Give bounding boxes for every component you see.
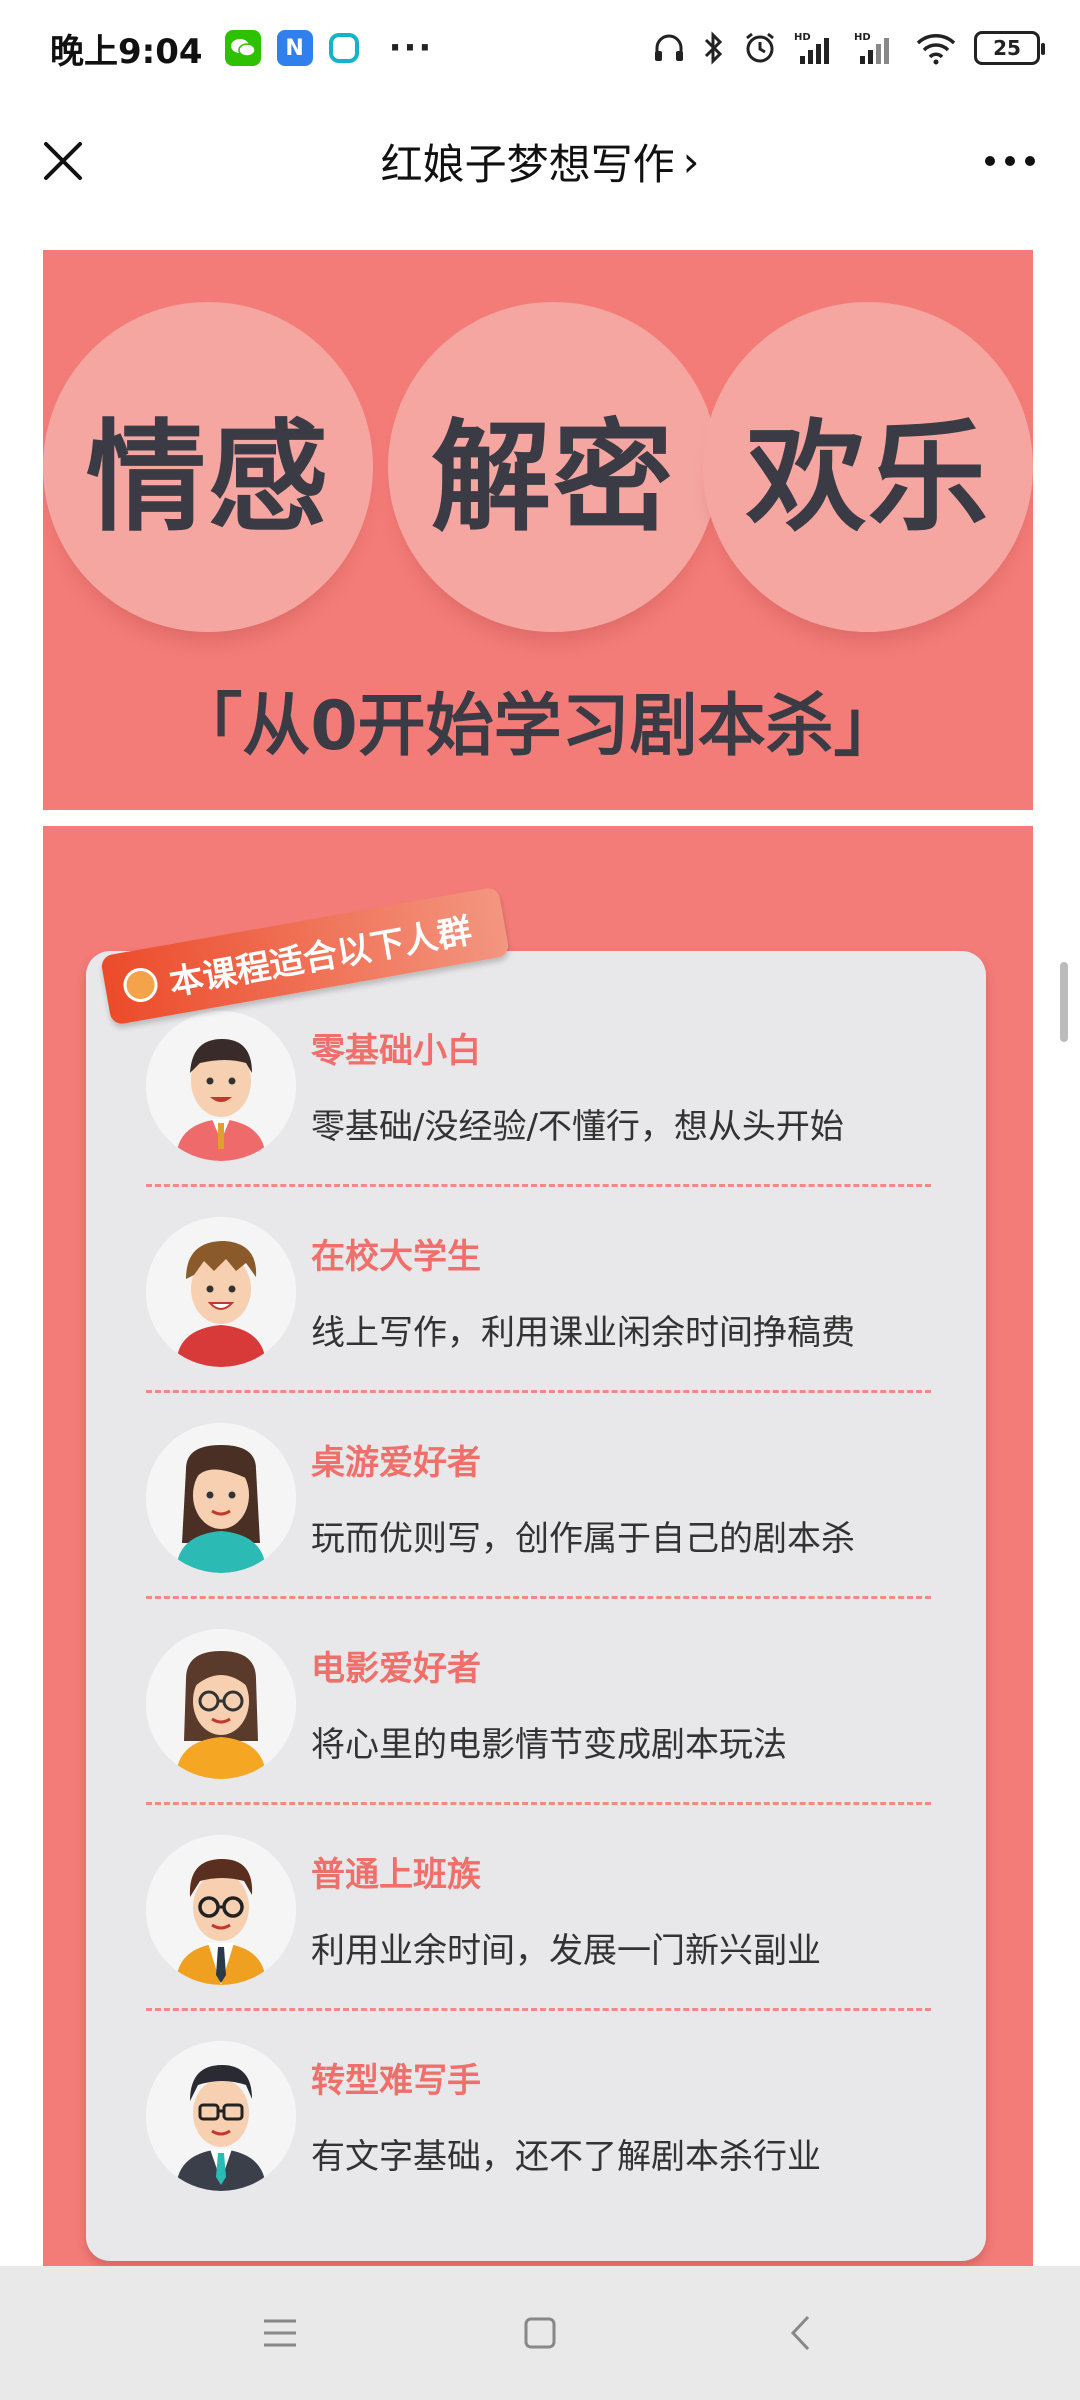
home-button[interactable]: [510, 2303, 570, 2363]
banner-word: 欢乐: [746, 409, 990, 548]
alarm-icon: [746, 32, 774, 63]
course-banner-image: 情感 解密 欢乐 「从0开始学习剧本杀」: [43, 250, 1033, 810]
dashed-divider: [146, 1596, 931, 1599]
signal-hd-2-icon: HD: [854, 32, 889, 64]
audience-panel-image: 本课程适合以下人群 零基础小白 零基础/没经验/不懂行，想从头开始 在校大学生 …: [43, 826, 1033, 2266]
back-chevron-icon: [790, 2315, 810, 2351]
banner-word: 解密: [431, 409, 675, 548]
audience-title: 桌游爱好者: [311, 1443, 481, 1483]
avatar-writer-icon: [146, 2041, 296, 2191]
banner-circle: 解密: [388, 302, 718, 632]
tag-dot-icon: [120, 965, 161, 1005]
bluetooth-icon: [704, 31, 723, 65]
audience-title: 电影爱好者: [311, 1649, 481, 1689]
page-title: 红娘子梦想写作: [380, 139, 675, 189]
article-content[interactable]: 情感 解密 欢乐 「从0开始学习剧本杀」 本课程适合以下人群 零基础小白 零基础…: [0, 226, 1080, 2266]
audience-row: 电影爱好者 将心里的电影情节变成剧本玩法: [86, 1599, 986, 1805]
close-icon: [44, 142, 82, 180]
audience-title: 普通上班族: [311, 1855, 481, 1895]
audience-row: 在校大学生 线上写作，利用课业闲余时间挣稿费: [86, 1187, 986, 1393]
dashed-divider: [146, 1184, 931, 1187]
dashed-divider: [146, 2008, 931, 2011]
n-app-icon: N: [276, 30, 313, 66]
more-dot-icon: [1005, 156, 1015, 166]
avatar-student-icon: [146, 1217, 296, 1367]
more-dot-icon: [985, 156, 995, 166]
top-nav-bar: 红娘子梦想写作 ›: [0, 96, 1080, 226]
banner-circle: 情感: [43, 302, 373, 632]
audience-row: 桌游爱好者 玩而优则写，创作属于自己的剧本杀: [86, 1393, 986, 1599]
q-app-icon: [328, 33, 359, 63]
audience-row: 转型难写手 有文字基础，还不了解剧本杀行业: [86, 2011, 986, 2217]
audience-title: 转型难写手: [311, 2061, 481, 2101]
banner-word: 情感: [86, 409, 330, 548]
status-time: 晚上9:04: [50, 31, 203, 72]
more-menu-button[interactable]: [970, 128, 1050, 194]
banner-subtitle: 「从0开始学习剧本杀」: [174, 687, 902, 766]
wechat-icon: [224, 30, 261, 66]
status-bar: 晚上9:04 N ··· HD HD 25: [0, 0, 1080, 96]
battery-icon: 25: [974, 31, 1045, 65]
signal-hd-1-icon: HD: [794, 32, 829, 64]
more-dot-icon: [1025, 156, 1035, 166]
dashed-divider: [146, 1390, 931, 1393]
system-nav-bar: [0, 2266, 1080, 2400]
avatar-boardgame-fan-icon: [146, 1423, 296, 1573]
menu-button[interactable]: [250, 2303, 310, 2363]
avatar-movie-fan-icon: [146, 1629, 296, 1779]
back-button[interactable]: [770, 2303, 830, 2363]
close-button[interactable]: [30, 128, 96, 194]
audience-desc: 线上写作，利用课业闲余时间挣稿费: [311, 1313, 855, 1353]
avatar-office-worker-icon: [146, 1835, 296, 1985]
audience-card: 零基础小白 零基础/没经验/不懂行，想从头开始 在校大学生 线上写作，利用课业闲…: [86, 951, 986, 2261]
audience-desc: 玩而优则写，创作属于自己的剧本杀: [311, 1519, 855, 1559]
menu-icon: [264, 2319, 296, 2347]
audience-row: 零基础小白 零基础/没经验/不懂行，想从头开始: [86, 981, 986, 1187]
audience-desc: 有文字基础，还不了解剧本杀行业: [311, 2137, 821, 2177]
account-title-link[interactable]: 红娘子梦想写作 ›: [381, 131, 700, 192]
dashed-divider: [146, 1802, 931, 1805]
headphone-icon: [655, 34, 683, 61]
scroll-indicator[interactable]: [1060, 962, 1068, 1042]
svg-text:HD: HD: [794, 32, 811, 43]
battery-level: 25: [993, 36, 1021, 60]
status-more-icon: ···: [388, 28, 434, 68]
audience-title: 零基础小白: [311, 1031, 481, 1071]
audience-row: 普通上班族 利用业余时间，发展一门新兴副业: [86, 1805, 986, 2011]
avatar-beginner-icon: [146, 1011, 296, 1161]
chevron-right-icon: ›: [682, 136, 700, 186]
home-square-icon: [524, 2317, 556, 2349]
audience-desc: 将心里的电影情节变成剧本玩法: [311, 1725, 787, 1765]
audience-desc: 零基础/没经验/不懂行，想从头开始: [311, 1107, 844, 1147]
wifi-icon: [916, 34, 956, 65]
audience-title: 在校大学生: [311, 1237, 481, 1277]
audience-desc: 利用业余时间，发展一门新兴副业: [311, 1931, 821, 1971]
status-icons: HD HD 25: [652, 30, 1045, 66]
svg-text:HD: HD: [854, 32, 871, 43]
banner-circle: 欢乐: [703, 302, 1033, 632]
